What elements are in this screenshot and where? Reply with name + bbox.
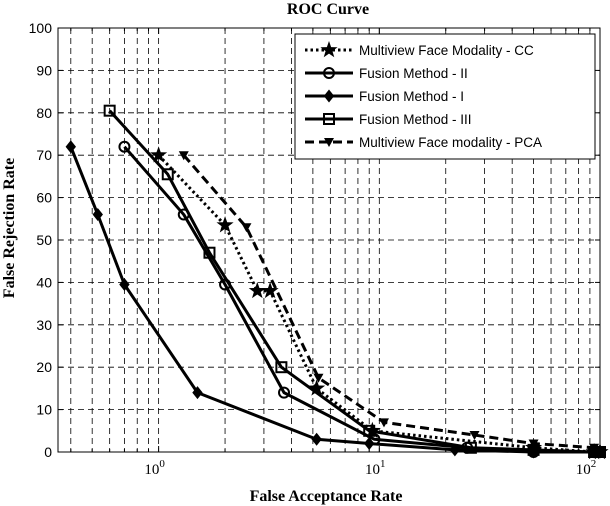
chart-title: ROC Curve bbox=[287, 1, 369, 18]
data-point bbox=[203, 246, 216, 259]
data-point bbox=[248, 281, 266, 299]
data-point bbox=[364, 437, 375, 451]
data-point bbox=[275, 361, 288, 374]
data-point bbox=[311, 432, 322, 446]
legend-marker bbox=[324, 138, 334, 147]
x-tick-label: 100 bbox=[144, 458, 165, 478]
x-tick-label: 102 bbox=[576, 458, 597, 478]
legend-label: Multiview Face modality - PCA bbox=[359, 135, 542, 150]
series-5 bbox=[178, 151, 605, 457]
data-point bbox=[216, 216, 234, 233]
y-tick-label: 100 bbox=[29, 20, 53, 36]
series-line bbox=[108, 109, 600, 454]
data-point bbox=[118, 140, 131, 153]
data-point bbox=[241, 223, 252, 233]
data-point bbox=[103, 104, 116, 117]
data-point bbox=[65, 140, 76, 154]
legend-label: Fusion Method - I bbox=[359, 89, 464, 104]
data-point bbox=[150, 146, 168, 163]
legend-marker bbox=[320, 41, 338, 58]
y-tick-label: 30 bbox=[36, 317, 52, 333]
legend-label: Multiview Face Modality - CC bbox=[359, 43, 534, 58]
y-tick-label: 90 bbox=[36, 62, 52, 78]
legend-marker bbox=[323, 89, 335, 103]
y-tick-label: 60 bbox=[36, 190, 52, 206]
y-tick-label: 80 bbox=[36, 105, 52, 121]
legend-label: Fusion Method - III bbox=[359, 112, 472, 127]
x-axis-label: False Acceptance Rate bbox=[250, 488, 403, 505]
axes: 0 10 20 30 40 50 60 70 80 90 100 100 101 102 bbox=[29, 20, 600, 478]
series-3 bbox=[65, 140, 606, 459]
data-point bbox=[192, 386, 203, 400]
data-point bbox=[469, 431, 480, 441]
y-tick-label: 0 bbox=[44, 444, 52, 460]
y-tick-label: 20 bbox=[36, 359, 52, 375]
data-point bbox=[313, 373, 324, 383]
y-axis-label: False Rejection Rate bbox=[1, 158, 18, 298]
data-point bbox=[464, 441, 477, 454]
series-line bbox=[182, 154, 601, 454]
legend-marker bbox=[323, 113, 335, 125]
data-point bbox=[278, 386, 291, 399]
data-point bbox=[92, 208, 103, 222]
data-point bbox=[528, 439, 539, 449]
y-tick-label: 40 bbox=[36, 274, 52, 290]
legend-label: Fusion Method - II bbox=[359, 66, 468, 81]
y-tick-label: 50 bbox=[36, 232, 52, 248]
y-tick-label: 10 bbox=[36, 402, 52, 418]
legend-marker bbox=[323, 67, 335, 79]
data-point bbox=[308, 379, 326, 396]
data-point bbox=[261, 281, 279, 299]
data-point bbox=[178, 151, 189, 161]
data-point bbox=[589, 443, 600, 453]
legend: Multiview Face Modality - CC Fusion Metho… bbox=[294, 33, 596, 160]
data-point bbox=[161, 168, 174, 181]
y-tick-label: 70 bbox=[36, 147, 52, 163]
data-point bbox=[363, 424, 376, 437]
x-tick-label: 101 bbox=[365, 458, 386, 478]
data-point bbox=[378, 418, 389, 428]
data-point bbox=[119, 278, 130, 292]
grid-lines bbox=[58, 28, 600, 452]
